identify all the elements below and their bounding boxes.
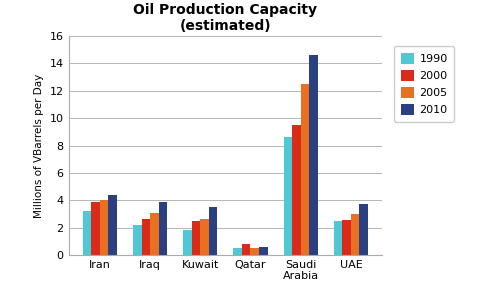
Bar	[292, 125, 301, 255]
Bar	[183, 230, 192, 255]
Bar	[359, 204, 368, 255]
Bar	[83, 211, 92, 255]
Bar	[259, 247, 268, 255]
Bar	[100, 200, 108, 255]
Bar	[108, 195, 117, 255]
Bar	[351, 214, 359, 255]
Bar	[301, 84, 309, 255]
Bar	[233, 248, 242, 255]
Bar	[284, 137, 292, 255]
Bar	[133, 225, 142, 255]
Bar	[159, 202, 167, 255]
Bar	[250, 248, 259, 255]
Title: Oil Production Capacity
(estimated): Oil Production Capacity (estimated)	[133, 3, 318, 33]
Y-axis label: Millions of VBarrels per Day: Millions of VBarrels per Day	[34, 74, 44, 218]
Bar	[92, 202, 100, 255]
Bar	[334, 221, 343, 255]
Bar	[150, 213, 159, 255]
Bar	[242, 244, 250, 255]
Bar	[192, 221, 200, 255]
Bar	[343, 220, 351, 255]
Bar	[200, 219, 209, 255]
Bar	[309, 55, 318, 255]
Bar	[142, 219, 150, 255]
Legend: 1990, 2000, 2005, 2010: 1990, 2000, 2005, 2010	[394, 46, 455, 122]
Bar	[209, 207, 218, 255]
